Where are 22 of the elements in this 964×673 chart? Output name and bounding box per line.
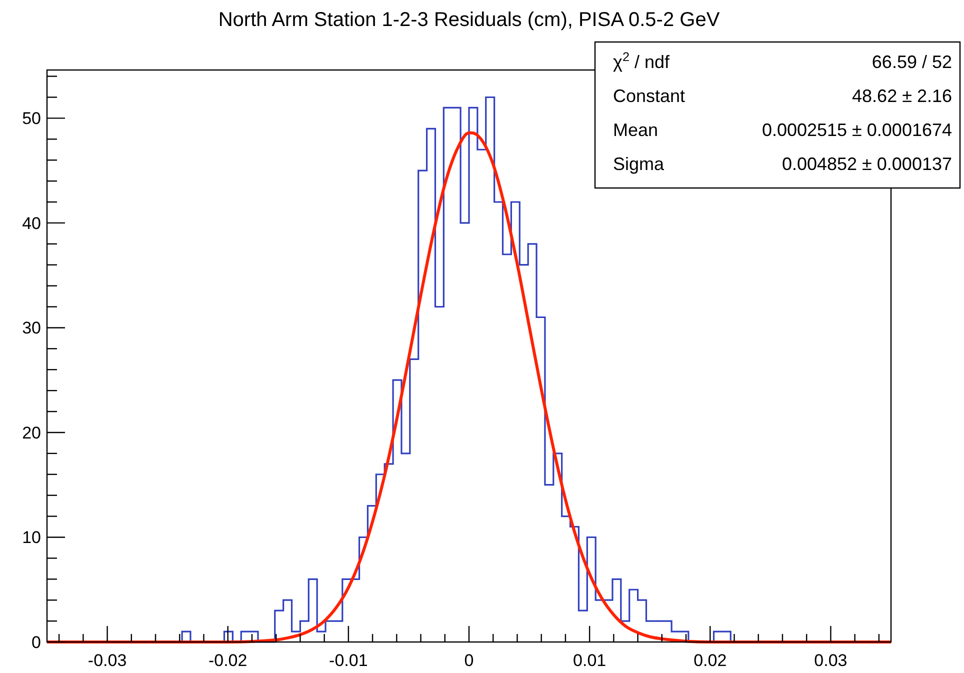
annotation: Constant bbox=[613, 86, 686, 106]
annotation: 48.62 ± 2.16 bbox=[852, 86, 952, 106]
y-tick-label: 40 bbox=[22, 214, 41, 233]
x-tick-label: -0.03 bbox=[88, 651, 127, 670]
x-tick-label: 0.01 bbox=[573, 651, 606, 670]
y-tick-label: 0 bbox=[32, 633, 41, 652]
annotation: Sigma bbox=[613, 154, 666, 174]
annotation: Mean bbox=[613, 120, 658, 140]
chart-title: North Arm Station 1-2-3 Residuals (cm), PISA 0.5-2 GeV bbox=[218, 9, 720, 31]
x-tick-label: 0.02 bbox=[694, 651, 727, 670]
y-tick-label: 10 bbox=[22, 528, 41, 548]
y-tick-label: 20 bbox=[22, 423, 41, 442]
x-tick-label: 0 bbox=[464, 651, 474, 670]
annotation: 0.004852 ± 0.000137 bbox=[782, 154, 952, 174]
annotation: 66.59 / 52 bbox=[872, 52, 952, 72]
x-tick-label: 0.03 bbox=[814, 651, 848, 670]
y-tick-label: 30 bbox=[22, 318, 41, 338]
annotation: χ$^{2}$ / ndf bbox=[613, 50, 670, 72]
annotation: 0.0002515 ± 0.0001674 bbox=[762, 120, 952, 140]
x-tick-label: -0.01 bbox=[329, 651, 368, 670]
x-tick-label: -0.02 bbox=[208, 651, 248, 670]
y-tick-label: 50 bbox=[22, 109, 41, 128]
